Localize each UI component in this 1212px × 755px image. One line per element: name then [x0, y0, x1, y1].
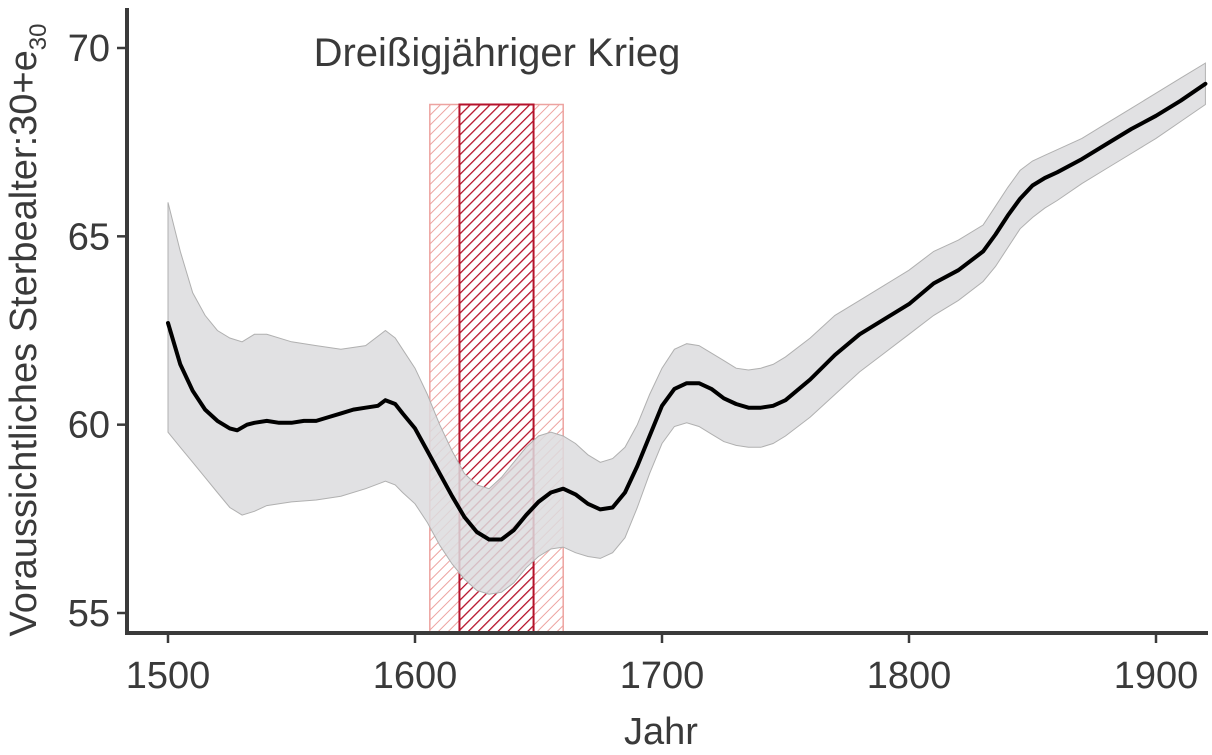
annotation-thirty-years-war: Dreißigjähriger Krieg	[314, 31, 681, 75]
axes: 55 60 65 70 1500 1600 1700 1800 1900	[68, 8, 1208, 697]
y-tick-label: 70	[68, 28, 110, 70]
x-tick-label: 1700	[620, 655, 705, 697]
confidence-band	[167, 62, 1206, 595]
y-axis-title: Voraussichtliches Sterbealter:30+e30	[3, 24, 52, 637]
series-lines	[166, 81, 1208, 542]
series-line	[166, 81, 1208, 542]
confidence-band-area	[167, 62, 1206, 595]
y-tick-label: 55	[68, 593, 110, 635]
y-axis-title-main: Voraussichtliches Sterbealter:30+e	[3, 50, 45, 636]
x-axis-title: Jahr	[624, 711, 698, 753]
x-tick-label: 1900	[1114, 655, 1199, 697]
x-tick-label: 1800	[867, 655, 952, 697]
y-axis-title-subscript: 30	[25, 24, 52, 51]
y-tick-label: 60	[68, 405, 110, 447]
x-tick-label: 1500	[126, 655, 211, 697]
x-tick-label: 1600	[373, 655, 458, 697]
y-tick-label: 65	[68, 216, 110, 258]
labels: Dreißigjähriger Krieg Jahr Voraussichtli…	[3, 24, 698, 753]
